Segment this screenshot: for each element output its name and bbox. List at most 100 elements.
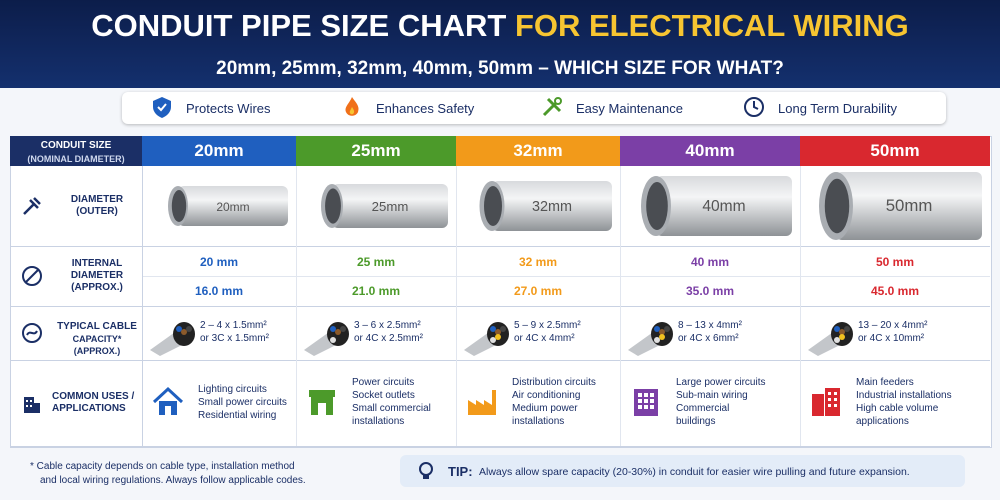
use-item: Lighting circuits (198, 383, 267, 395)
use-icon (808, 384, 844, 420)
pipe-graphic: 40mm (641, 176, 792, 236)
row-icon (20, 391, 46, 417)
internal-diameter: 16.0 mm (194, 284, 244, 298)
use-item: buildings (676, 416, 716, 427)
row-icon-graphic (22, 323, 42, 343)
row-icon (20, 264, 46, 290)
row-label: INTERNAL (71, 258, 123, 269)
column-header: 25mm (296, 136, 456, 166)
row-icon (20, 321, 46, 347)
tip-icon (414, 459, 438, 483)
row-label: DIAMETER (70, 270, 124, 281)
row-label: COMMON USES / (52, 391, 135, 402)
use-item: Small power circuits (198, 396, 287, 408)
title-main: CONDUIT PIPE SIZE CHART (91, 8, 507, 43)
tip-box (400, 455, 965, 487)
cable-capacity: 2 – 4 x 1.5mm² (200, 320, 267, 331)
col-divider (296, 166, 297, 446)
use-icon (150, 384, 186, 420)
row-divider (10, 246, 990, 247)
row-divider (10, 360, 990, 361)
outer-diameter: 50 mm (875, 255, 915, 269)
internal-diameter: 45.0 mm (870, 284, 920, 298)
use-icon-graphic (468, 390, 496, 415)
feature-label: Protects Wires (186, 101, 271, 116)
row-icon-graphic (24, 397, 40, 413)
pipe: 50mm (800, 166, 990, 246)
cable-capacity: 8 – 13 x 4mm² (678, 320, 742, 331)
use-item: applications (856, 416, 909, 427)
use-icon (628, 384, 664, 420)
col-divider (620, 166, 621, 446)
cable-capacity: or 3C x 1.5mm² (200, 333, 269, 344)
column-header: 20mm (142, 136, 296, 166)
corner-label: CONDUIT SIZE (40, 140, 112, 151)
title: CONDUIT PIPE SIZE CHART FOR ELECTRICAL W… (0, 8, 1000, 44)
use-item: Large power circuits (676, 377, 766, 388)
cable-icon (302, 312, 352, 356)
use-icon-graphic (152, 386, 184, 415)
feature-label: Long Term Durability (778, 101, 897, 116)
cable-icon-graphic (628, 322, 673, 356)
use-icon (464, 384, 500, 420)
header-banner (0, 0, 1000, 88)
cable-icon (462, 312, 512, 356)
row-label: (APPROX.) (71, 282, 123, 293)
pipe-label: 25mm (372, 199, 409, 214)
pipe: 40mm (620, 166, 800, 246)
subtitle: 20mm, 25mm, 32mm, 40mm, 50mm – WHICH SIZ… (216, 58, 784, 79)
cable-capacity: or 4C x 10mm² (858, 333, 925, 344)
use-icon-graphic (634, 389, 658, 416)
sub-divider (142, 276, 990, 277)
use-item: Residential wiring (198, 409, 277, 421)
cable-icon-graphic (464, 322, 509, 356)
pipe-label: 32mm (532, 199, 572, 215)
feature-icon-graphic (153, 97, 171, 118)
cable-icon-graphic (808, 322, 853, 356)
pipe: 32mm (456, 166, 620, 246)
col-divider (456, 166, 457, 446)
use-item: installations (352, 416, 405, 427)
row-label: APPLICATIONS (52, 403, 126, 414)
corner-label: (NOMINAL DIAMETER) (27, 154, 125, 164)
row-icon-graphic (22, 266, 42, 286)
feature-label: Enhances Safety (376, 101, 475, 116)
use-item: Industrial installations (856, 390, 952, 401)
column-header: 50mm (800, 136, 990, 166)
cable-capacity: or 4C x 2.5mm² (354, 333, 423, 344)
row-icon (20, 194, 46, 220)
row-divider (10, 446, 990, 447)
cable-capacity: or 4C x 6mm² (678, 333, 739, 344)
title-highlight: FOR ELECTRICAL WIRING (514, 8, 909, 43)
column-header: 32mm (456, 136, 620, 166)
pipe-label: 40mm (702, 198, 745, 215)
row-divider (10, 306, 990, 307)
cable-icon-graphic (304, 322, 349, 356)
use-item: Main feeders (856, 377, 914, 388)
row-icon-graphic (23, 197, 41, 215)
footnote: and local wiring regulations. Always fol… (40, 475, 306, 486)
internal-diameter: 35.0 mm (685, 284, 735, 298)
column-header: 40mm (620, 136, 800, 166)
use-item: Air conditioning (512, 390, 581, 401)
use-item: Commercial (676, 403, 730, 414)
outer-diameter: 25 mm (356, 255, 396, 269)
tip-label: TIP: (448, 464, 473, 479)
cable-icon (806, 312, 856, 356)
use-icon-graphic (812, 388, 840, 416)
tip-icon-graphic (419, 462, 433, 479)
outer-diameter: 32 mm (518, 255, 558, 269)
pipe-graphic: 50mm (819, 172, 982, 240)
footnote: * Cable capacity depends on cable type, … (30, 461, 295, 472)
pipe-label: 20mm (216, 200, 249, 214)
pipe-graphic: 20mm (168, 186, 288, 226)
feature-label: Easy Maintenance (576, 101, 683, 116)
internal-diameter: 21.0 mm (351, 284, 401, 298)
cable-capacity: or 4C x 4mm² (514, 333, 575, 344)
row-label: (OUTER) (76, 206, 118, 217)
pipe: 20mm (142, 166, 296, 246)
use-item: installations (512, 416, 565, 427)
feature-icon (742, 95, 766, 121)
feature-icon (540, 95, 564, 121)
